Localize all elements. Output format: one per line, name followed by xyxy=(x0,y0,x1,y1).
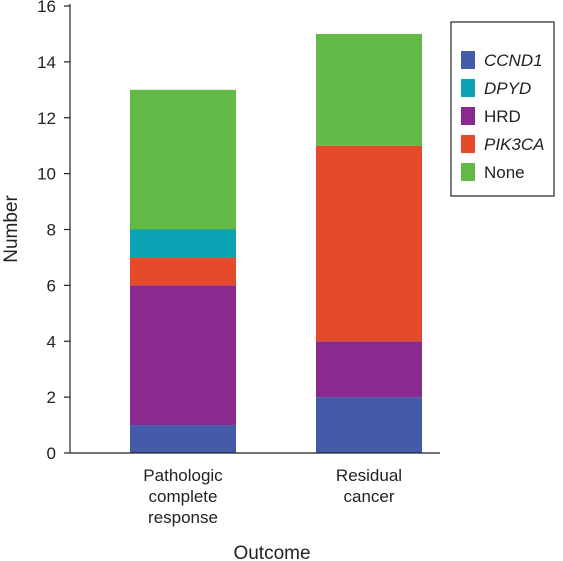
legend-label-ccnd1: CCND1 xyxy=(484,51,543,70)
x-category-labels: Pathologic complete response Residual cancer xyxy=(143,466,402,527)
x-category-label-1: Residual cancer xyxy=(336,466,402,506)
x-category-label-line: complete xyxy=(149,487,218,506)
y-tick-label-6: 6 xyxy=(47,276,56,295)
bar-segment-ccnd1-1 xyxy=(316,397,422,453)
bar-segment-dpyd-0 xyxy=(130,229,236,258)
y-tick-label-4: 4 xyxy=(47,332,56,351)
y-tick-label-2: 2 xyxy=(47,388,56,407)
x-category-label-line: Pathologic xyxy=(143,466,223,485)
x-axis-title: Outcome xyxy=(233,543,310,561)
y-tick-label-10: 10 xyxy=(37,165,56,184)
y-tick-label-16: 16 xyxy=(37,0,56,16)
x-category-label-0: Pathologic complete response xyxy=(143,466,223,527)
y-tick-label-14: 14 xyxy=(37,53,56,72)
bar-segment-pik3ca-0 xyxy=(130,257,236,286)
legend-label-hrd: HRD xyxy=(484,107,521,126)
legend-label-pik3ca: PIK3CA xyxy=(484,135,544,154)
bars-group xyxy=(130,33,422,453)
bar-segment-none-1 xyxy=(316,33,422,146)
bar-segment-hrd-1 xyxy=(316,341,422,398)
legend-swatch-dpyd xyxy=(461,79,475,97)
y-tick-label-0: 0 xyxy=(47,444,56,463)
x-category-label-line: response xyxy=(148,508,218,527)
bar-segment-ccnd1-0 xyxy=(130,425,236,453)
legend-label-dpyd: DPYD xyxy=(484,79,531,98)
legend: CCND1 DPYD HRD PIK3CA None xyxy=(450,21,555,197)
bar-segment-pik3ca-1 xyxy=(316,145,422,342)
bar-segment-none-0 xyxy=(130,89,236,230)
legend-swatch-pik3ca xyxy=(461,135,475,153)
legend-swatch-none xyxy=(461,163,475,181)
legend-label-none: None xyxy=(484,163,525,182)
y-tick-label-12: 12 xyxy=(37,109,56,128)
x-category-label-line: Residual xyxy=(336,466,402,485)
axes-group xyxy=(69,4,440,454)
x-category-label-line: cancer xyxy=(343,487,394,506)
y-ticks-group: 0 2 4 6 8 10 12 14 16 xyxy=(37,0,70,463)
bar-segment-hrd-0 xyxy=(130,285,236,426)
legend-swatch-ccnd1 xyxy=(461,51,475,69)
legend-swatch-hrd xyxy=(461,107,475,125)
y-tick-label-8: 8 xyxy=(47,221,56,240)
y-axis-title: Number xyxy=(1,195,22,263)
